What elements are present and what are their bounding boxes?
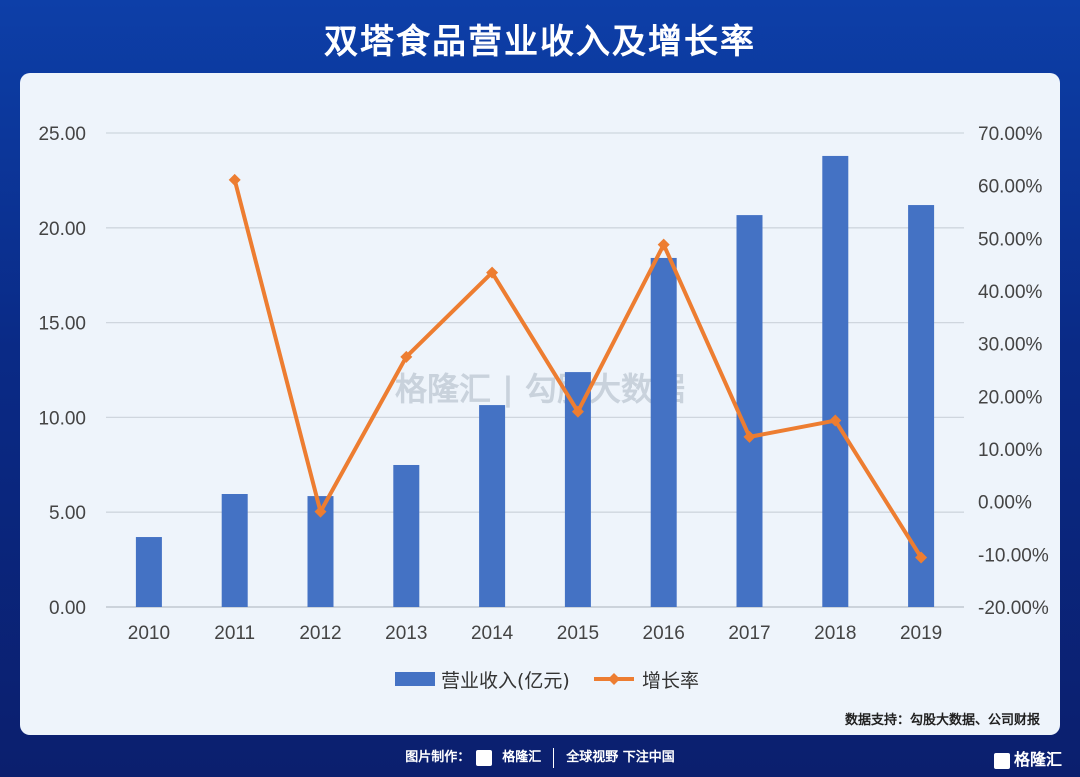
x-tick-label: 2017	[728, 623, 770, 644]
left-tick-label: 5.00	[49, 503, 86, 524]
corner-brand: 格隆汇	[1013, 750, 1062, 769]
right-tick-label: 70.00%	[978, 124, 1043, 145]
corner-logo: 格隆汇	[993, 746, 1062, 770]
data-source: 数据支持：勾股大数据、公司财报	[844, 713, 1040, 728]
x-tick-label: 2016	[643, 623, 685, 644]
x-tick-label: 2010	[128, 623, 170, 644]
growth-marker	[314, 505, 327, 518]
right-tick-label: 50.00%	[978, 229, 1043, 250]
footer-brand: 格隆汇	[502, 750, 542, 765]
right-tick-label: 20.00%	[978, 387, 1043, 408]
x-tick-label: 2011	[214, 623, 255, 644]
right-tick-label: 40.00%	[978, 282, 1043, 303]
growth-marker	[571, 405, 584, 418]
right-tick-label: 30.00%	[978, 335, 1043, 356]
x-tick-label: 2012	[299, 623, 341, 644]
x-tick-label: 2015	[557, 623, 599, 644]
brand-logo-icon	[993, 752, 1010, 769]
made-by-label: 图片制作：	[405, 750, 471, 765]
right-tick-label: 10.00%	[978, 440, 1043, 461]
legend-bar-swatch	[395, 672, 435, 686]
watermark: 格隆汇 | 勾股大数据	[395, 370, 685, 409]
left-tick-label: 25.00	[38, 124, 86, 145]
x-tick-label: 2019	[900, 623, 942, 644]
brand-logo-icon	[476, 749, 493, 766]
legend-line-label: 增长率	[642, 670, 699, 692]
x-tick-label: 2014	[471, 623, 514, 644]
bar-2010	[135, 537, 162, 607]
growth-marker	[743, 430, 756, 443]
bar-2014	[479, 405, 506, 607]
x-tick-label: 2018	[814, 623, 856, 644]
chart-card	[20, 73, 1060, 735]
divider	[553, 747, 555, 768]
footer-slogan: 全球视野 下注中国	[566, 750, 675, 765]
growth-marker	[915, 551, 928, 564]
growth-marker	[486, 266, 499, 279]
left-tick-label: 20.00	[38, 219, 86, 240]
left-tick-label: 10.00	[38, 408, 86, 429]
left-tick-label: 0.00	[49, 598, 86, 619]
legend-bar-label: 营业收入(亿元)	[441, 670, 570, 692]
bar-2017	[736, 215, 763, 607]
right-tick-label: 0.00%	[978, 493, 1032, 514]
bar-2011	[221, 493, 248, 607]
growth-marker	[400, 350, 413, 363]
right-tick-label: -20.00%	[978, 598, 1049, 619]
bar-2016	[650, 257, 677, 607]
footer: 图片制作： 格隆汇 全球视野 下注中国	[0, 746, 1080, 768]
growth-marker	[829, 414, 842, 427]
legend-line-marker	[608, 673, 620, 685]
right-tick-label: 60.00%	[978, 177, 1043, 198]
x-tick-label: 2013	[385, 623, 427, 644]
bar-2018	[822, 155, 849, 608]
bar-2013	[393, 464, 420, 607]
growth-marker	[657, 238, 670, 251]
growth-marker	[228, 173, 241, 186]
chart-title: 双塔食品营业收入及增长率	[324, 22, 756, 62]
left-tick-label: 15.00	[38, 314, 86, 335]
right-tick-label: -10.00%	[978, 545, 1049, 566]
